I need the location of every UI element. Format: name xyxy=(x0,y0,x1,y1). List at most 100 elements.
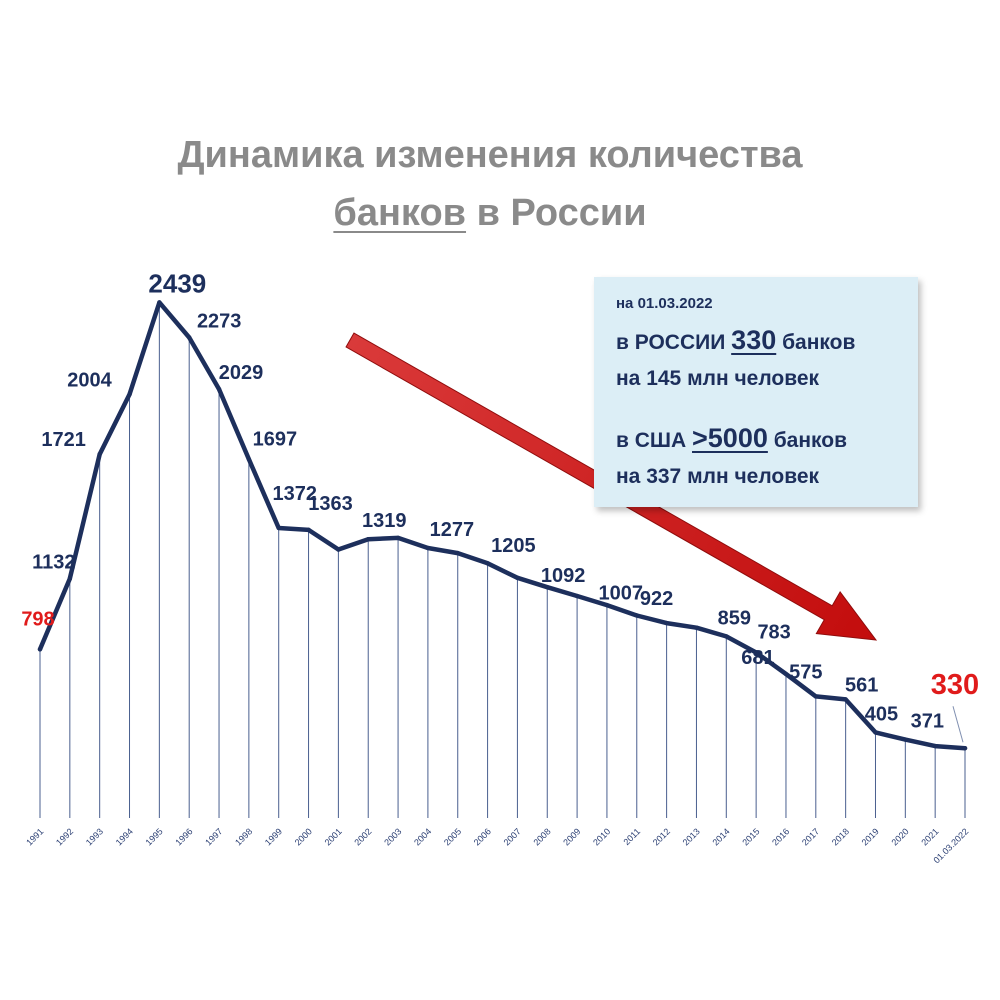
info-russia-suffix: банков xyxy=(776,331,856,354)
info-usa-count: >5000 xyxy=(692,423,768,453)
data-point xyxy=(366,536,371,542)
x-tick-label: 2009 xyxy=(561,826,582,847)
info-usa-line: в США >5000 банков xyxy=(616,423,847,454)
data-label: 1363 xyxy=(308,493,353,515)
data-point xyxy=(276,525,281,531)
x-tick-label: 2011 xyxy=(621,826,642,847)
data-label: 1697 xyxy=(253,428,298,450)
x-tick-label: 2017 xyxy=(800,826,821,847)
data-label: 1721 xyxy=(41,429,86,451)
data-point xyxy=(97,451,102,457)
x-tick-label: 2008 xyxy=(531,826,552,847)
chart-title-rest: в России xyxy=(466,192,647,234)
x-tick-label: 2014 xyxy=(710,826,731,847)
series-line xyxy=(37,300,968,751)
data-point xyxy=(216,386,222,392)
info-box: на 01.03.2022 в РОССИИ 330 банков на 145… xyxy=(594,277,918,507)
x-tick-label: 1995 xyxy=(144,826,165,847)
x-tick-label: 1997 xyxy=(203,826,224,847)
data-point xyxy=(843,697,848,702)
info-russia-line: в РОССИИ 330 банков xyxy=(616,325,855,356)
data-point xyxy=(903,737,908,742)
leader-line xyxy=(952,706,964,743)
data-point xyxy=(336,547,341,552)
data-label: 371 xyxy=(911,711,944,733)
info-russia-prefix: в РОССИИ xyxy=(616,331,732,354)
x-tick-label: 2001 xyxy=(323,826,344,847)
info-russia-count: 330 xyxy=(731,325,777,355)
x-tick-label: 1994 xyxy=(114,826,135,847)
x-tick-label: 1996 xyxy=(173,826,194,847)
x-tick-label: 2018 xyxy=(830,826,851,847)
x-tick-label: 2016 xyxy=(770,826,791,847)
x-tick-label: 2015 xyxy=(740,826,761,847)
data-point xyxy=(186,335,192,340)
data-point xyxy=(425,545,431,551)
x-tick-label: 2002 xyxy=(352,826,373,847)
data-point xyxy=(67,576,73,581)
data-point xyxy=(515,575,520,581)
data-point xyxy=(634,613,639,618)
data-label: 1372 xyxy=(272,483,317,505)
info-usa-suffix: банков xyxy=(767,429,847,452)
x-tick-label: 2021 xyxy=(919,826,940,847)
data-label: 798 xyxy=(21,608,54,630)
x-tick-label: 2004 xyxy=(412,826,433,847)
data-point xyxy=(664,620,669,626)
x-tick-label: 2000 xyxy=(293,826,314,847)
x-tick-label: 1998 xyxy=(233,826,254,847)
data-point xyxy=(962,746,968,751)
data-label: 2029 xyxy=(219,362,264,384)
data-point xyxy=(932,743,938,749)
info-date: на 01.03.2022 xyxy=(616,295,713,312)
data-point xyxy=(246,457,252,462)
info-usa-prefix: в США xyxy=(616,429,693,452)
x-tick-label: 2003 xyxy=(382,826,403,847)
data-label: 1007 xyxy=(599,582,644,604)
data-label: 2439 xyxy=(148,268,206,298)
x-tick-label: 2007 xyxy=(502,826,523,847)
data-label: 1132 xyxy=(32,552,75,574)
data-point xyxy=(724,634,729,639)
info-usa-population: на 337 млн человек xyxy=(616,465,820,488)
data-label: 1205 xyxy=(491,535,536,557)
data-point xyxy=(574,593,580,599)
data-point xyxy=(485,561,490,566)
data-label: 2273 xyxy=(197,310,242,332)
data-label: 575 xyxy=(789,661,822,683)
data-point xyxy=(157,300,162,305)
data-label: 2004 xyxy=(67,369,112,391)
chart-title-underlined-word: банков xyxy=(333,192,467,234)
x-tick-label: 1993 xyxy=(84,826,105,847)
data-label: 681 xyxy=(741,647,774,669)
x-tick-label: 1999 xyxy=(263,826,284,847)
data-point xyxy=(306,527,311,533)
x-tick-label: 2020 xyxy=(890,826,911,847)
data-label: 1319 xyxy=(362,510,407,532)
data-point xyxy=(604,602,610,608)
data-label: 405 xyxy=(865,703,898,725)
x-tick-label: 2005 xyxy=(442,826,463,847)
x-tick-label: 2010 xyxy=(591,826,612,847)
info-russia-population: на 145 млн человек xyxy=(616,367,820,390)
data-label: 859 xyxy=(718,607,751,629)
data-label: 1092 xyxy=(541,565,586,587)
data-label: 330 xyxy=(931,669,979,701)
chart-title-line2: банков в России xyxy=(0,194,980,232)
data-label: 783 xyxy=(757,621,790,643)
data-label: 1277 xyxy=(430,519,475,541)
data-point xyxy=(783,671,789,677)
data-point xyxy=(753,650,759,655)
data-point xyxy=(395,535,401,541)
data-point xyxy=(545,584,550,590)
x-tick-label: 2019 xyxy=(860,826,881,847)
x-tick-label: 1991 xyxy=(24,826,45,847)
data-point xyxy=(813,694,819,699)
x-tick-label: 2013 xyxy=(681,826,702,847)
x-tick-label: 2006 xyxy=(472,826,493,847)
data-label: 922 xyxy=(640,588,673,610)
data-point xyxy=(873,730,878,735)
data-point xyxy=(455,550,460,556)
data-point xyxy=(37,647,43,652)
x-tick-label: 1992 xyxy=(54,826,75,847)
